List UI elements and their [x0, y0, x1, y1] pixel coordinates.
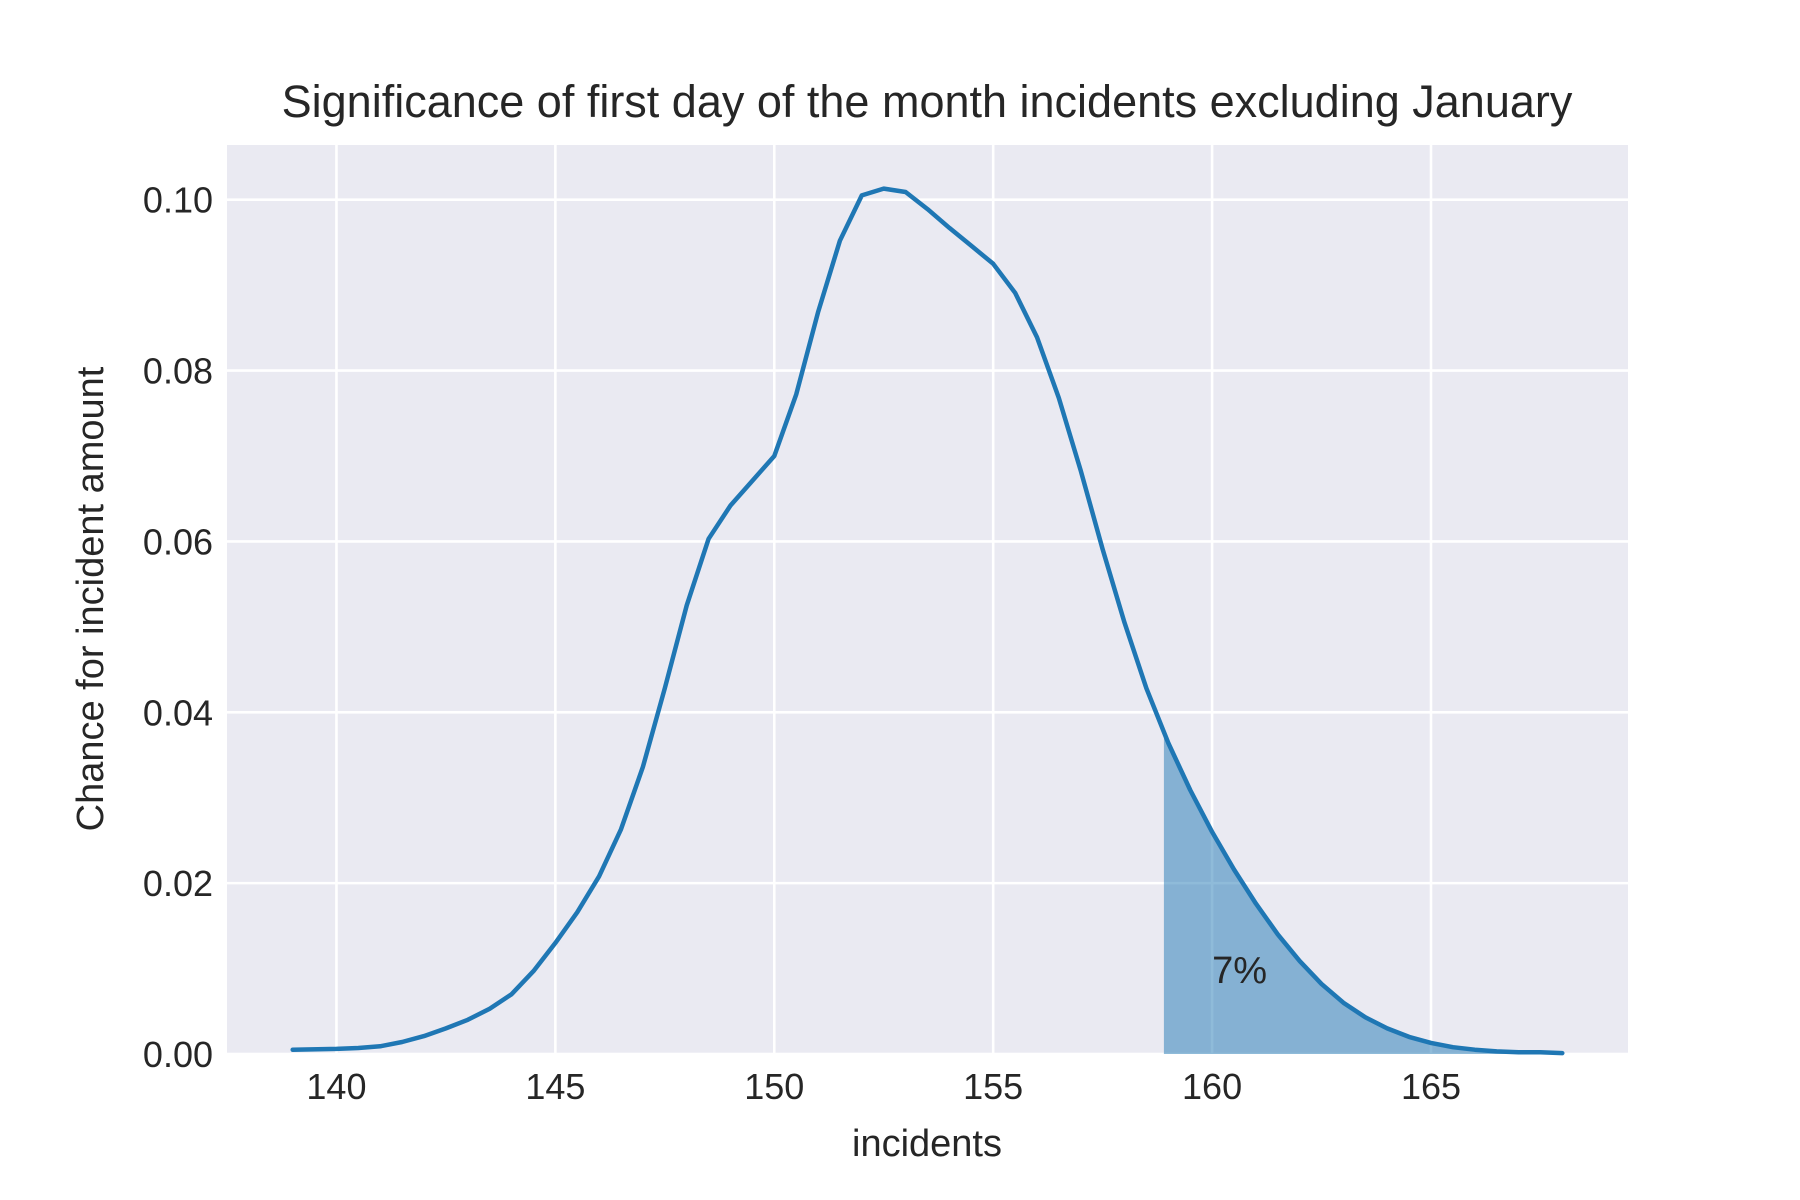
y-grid: [227, 198, 1628, 1056]
y-axis-ticks: 0.00 0.02 0.04 0.06 0.08 0.10: [143, 180, 213, 1075]
y-axis-label: Chance for incident amount: [70, 366, 112, 831]
y-tick-label: 0.06: [143, 521, 213, 562]
x-grid: [335, 145, 1433, 1054]
tail-shaded-area: [1163, 732, 1563, 1054]
x-tick-label: 155: [963, 1066, 1023, 1107]
x-tick-label: 150: [744, 1066, 804, 1107]
y-tick-label: 0.04: [143, 692, 213, 733]
x-tick-label: 165: [1401, 1066, 1461, 1107]
plot-background: [227, 145, 1628, 1054]
chart-title: Significance of first day of the month i…: [282, 76, 1573, 127]
x-axis-label: incidents: [852, 1123, 1002, 1165]
x-tick-label: 140: [306, 1066, 366, 1107]
density-curve: [290, 186, 1565, 1056]
y-tick-label: 0.00: [143, 1034, 213, 1075]
x-tick-label: 145: [525, 1066, 585, 1107]
y-tick-label: 0.10: [143, 180, 213, 221]
tail-percentage-label: 7%: [1212, 950, 1267, 992]
y-tick-label: 0.08: [143, 351, 213, 392]
x-tick-label: 160: [1182, 1066, 1242, 1107]
y-tick-label: 0.02: [143, 863, 213, 904]
x-axis-ticks: 140 145 150 155 160 165: [306, 1066, 1461, 1107]
